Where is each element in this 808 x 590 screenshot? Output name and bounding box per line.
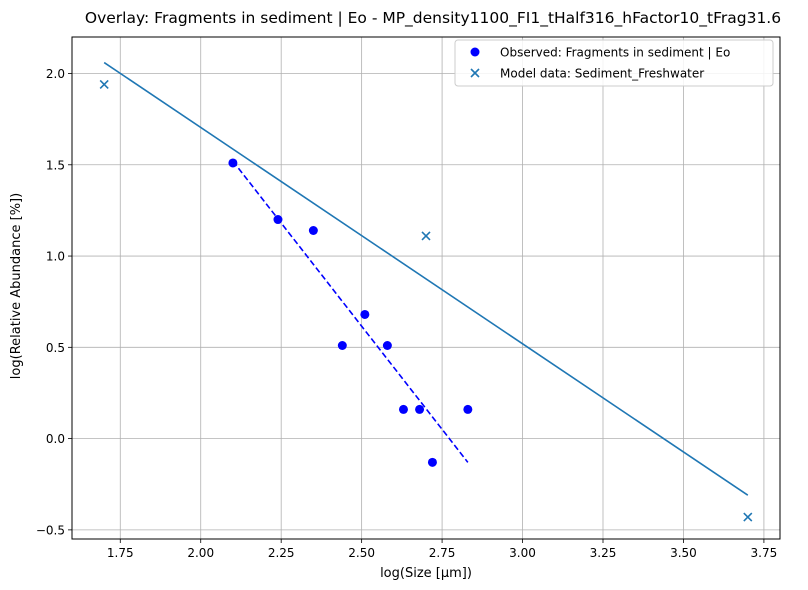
x-tick-label: 3.00	[509, 546, 536, 560]
x-tick-label: 2.00	[187, 546, 214, 560]
x-tick-label: 3.50	[670, 546, 697, 560]
x-marker-stroke	[470, 68, 480, 78]
y-tick-label: 1.5	[46, 158, 65, 172]
x-tick-label: 2.75	[429, 546, 456, 560]
model-point	[421, 231, 431, 241]
model-point	[743, 512, 753, 522]
observed-point	[398, 404, 408, 414]
observed-point	[273, 215, 283, 225]
observed-point	[415, 404, 425, 414]
chart-title: Overlay: Fragments in sediment | Eo - MP…	[85, 9, 781, 28]
legend-marker	[470, 47, 480, 57]
legend-label: Model data: Sediment_Freshwater	[500, 67, 704, 81]
legend-marker	[470, 68, 480, 78]
plot-area	[99, 61, 753, 522]
x-axis-label: log(Size [µm])	[380, 566, 472, 581]
observed-point	[308, 225, 318, 235]
x-tick-label: 3.25	[590, 546, 617, 560]
x-marker-stroke	[99, 79, 109, 90]
x-marker-stroke	[421, 231, 431, 241]
observed-point	[427, 457, 437, 467]
observed-point	[463, 404, 473, 414]
y-tick-label: 0.5	[46, 341, 65, 355]
grid	[72, 37, 780, 539]
y-axis: −0.5 0.0 0.5 1.0 1.5 2.0	[36, 67, 72, 537]
y-tick-label: −0.5	[36, 523, 65, 537]
model-fit-line	[103, 61, 749, 496]
x-tick-label: 2.25	[268, 546, 295, 560]
x-tick-label: 2.50	[348, 546, 375, 560]
observed-point	[382, 341, 392, 351]
observed-point	[337, 341, 347, 351]
y-tick-label: 1.0	[46, 250, 65, 264]
legend: Observed: Fragments in sediment | Eo Mode…	[454, 39, 774, 87]
model-point	[99, 79, 109, 90]
x-axis: 1.75 2.00 2.25 2.50 2.75 3.00 3.25 3.50 3.75	[107, 539, 777, 560]
plot-frame	[71, 36, 781, 540]
observed-point	[228, 158, 238, 168]
x-marker-stroke	[743, 512, 753, 522]
observed-fit-line	[232, 160, 469, 463]
observed-point	[360, 309, 370, 319]
y-tick-label: 0.0	[46, 432, 65, 446]
x-tick-label: 3.75	[751, 546, 778, 560]
y-tick-label: 2.0	[46, 67, 65, 81]
x-tick-label: 1.75	[107, 546, 134, 560]
legend-label: Observed: Fragments in sediment | Eo	[500, 46, 730, 60]
legend-box	[454, 39, 774, 87]
y-axis-label: log(Relative Abundance [%])	[9, 193, 24, 379]
